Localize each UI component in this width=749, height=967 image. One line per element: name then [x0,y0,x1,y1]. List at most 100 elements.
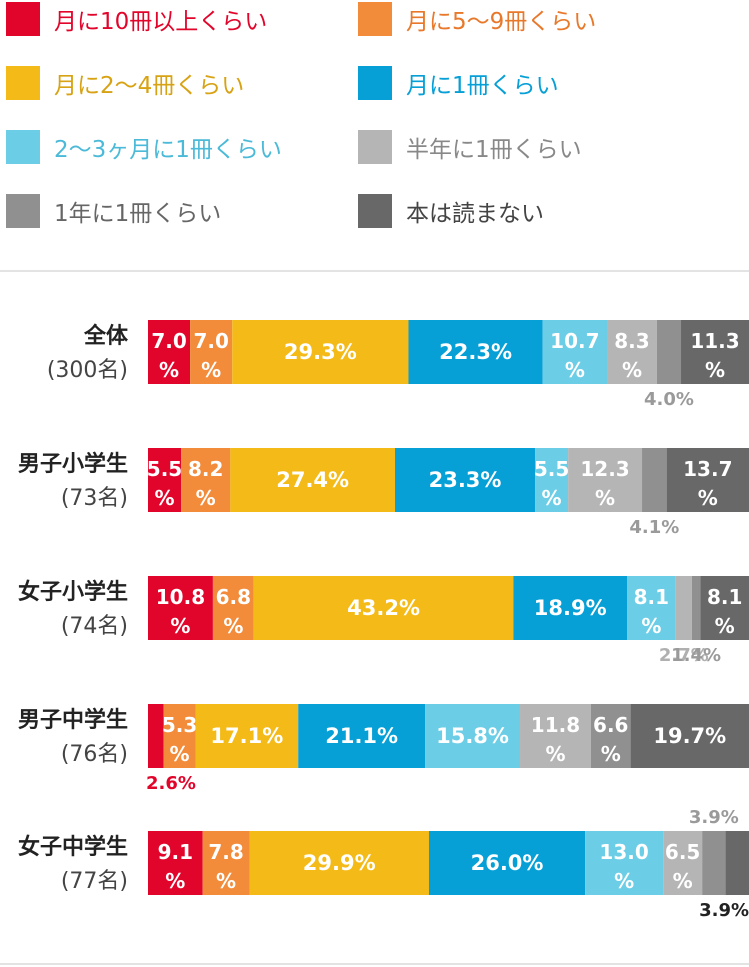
data-label-value: 12.3 [580,457,629,481]
data-label-unit: % [673,869,693,893]
data-label-callout: 2.6% [146,773,196,794]
data-label-unit: % [641,614,661,638]
bar-segment [700,576,749,640]
data-label-callout: 1.4% [671,645,721,666]
data-label-value: 7.0 [193,329,228,353]
legend-item-7: 1年に1冊くらい [6,194,221,228]
data-label-value: 5.5 [147,457,182,481]
data-label-unit: % [715,614,735,638]
data-label: 19.7% [653,724,726,748]
data-label-value: 9.1 [158,840,193,864]
bar-segment [607,320,657,384]
row-label: 女子中学生 [18,834,128,860]
bar-segment [395,448,536,512]
bar-segment [590,704,631,768]
data-label-value: 11.3 [690,329,739,353]
row-count: (76名) [61,742,128,767]
data-label-value: 6.6 [593,713,628,737]
data-label-unit: % [698,486,718,510]
bar-segment [702,831,726,895]
bar-segment [202,831,250,895]
data-label-unit: % [216,869,236,893]
legend-item-2: 月に5〜9冊くらい [358,2,596,36]
legend-label: 月に5〜9冊くらい [406,9,597,35]
bar-segment [232,320,409,384]
row-label: 女子小学生 [18,579,128,605]
legend-item-5: 2〜3ヶ月に1冊くらい [6,130,282,164]
bar-segment [230,448,396,512]
data-label-unit: % [622,358,642,382]
data-label-value: 13.0 [599,840,648,864]
bar-segment [626,576,676,640]
data-label-unit: % [542,486,562,510]
data-label-callout: 4.1% [629,517,679,538]
data-label: 29.3% [284,340,357,364]
data-label-unit: % [165,869,185,893]
legend-label: 半年に1冊くらい [406,137,582,163]
row-count: (77名) [61,869,128,894]
bar-segment [148,448,182,512]
bar-segment [425,704,521,768]
data-label: 23.3% [429,468,502,492]
bar-segment [195,704,299,768]
data-label-value: 13.7 [683,457,732,481]
legend-item-3: 月に2〜4冊くらい [6,66,244,100]
bar-segment [181,448,231,512]
legend-label: 2〜3ヶ月に1冊くらい [54,137,282,163]
data-label-value: 10.7 [550,329,599,353]
data-label-unit: % [159,358,179,382]
legend-swatch [358,66,392,100]
data-label-value: 8.3 [614,329,649,353]
bar-segment [542,320,608,384]
data-label-value: 5.3 [162,713,197,737]
bar-segment [681,320,749,384]
bar-segment [428,831,586,895]
data-label-unit: % [155,486,175,510]
data-label-unit: % [170,742,190,766]
bar-segment [513,576,627,640]
bar-segment [148,320,191,384]
bar-segment [148,831,203,895]
data-label: 21.1% [325,724,398,748]
data-label-unit: % [170,614,190,638]
legend-swatch [358,130,392,164]
data-label-unit: % [565,358,585,382]
legend-item-8: 本は読まない [358,194,544,228]
legend-item-1: 月に10冊以上くらい [6,2,267,36]
bar-segment [585,831,664,895]
legend-label: 1年に1冊くらい [54,201,222,227]
row-label: 男子中学生 [18,707,128,733]
bar-segment [520,704,591,768]
bar-segment [666,448,749,512]
data-label: 15.8% [436,724,509,748]
data-label: 18.9% [534,596,607,620]
bar-segment [568,448,643,512]
bar-segment [691,576,701,640]
legend-swatch [358,194,392,228]
bar-segment [148,704,164,768]
legend-label: 月に10冊以上くらい [54,9,268,35]
data-label-unit: % [223,614,243,638]
bar-segment [163,704,196,768]
row-count: (74名) [61,614,128,639]
data-label: 26.0% [471,851,544,875]
data-label-unit: % [614,869,634,893]
data-label-unit: % [196,486,216,510]
data-label-value: 7.0 [151,329,186,353]
data-label-unit: % [201,358,221,382]
data-label-unit: % [705,358,725,382]
data-label-value: 6.5 [665,840,700,864]
data-label-value: 8.1 [634,585,669,609]
bar-segment [249,831,429,895]
bar-segment [148,576,213,640]
legend-label: 本は読まない [406,201,544,227]
legend-swatch [6,66,40,100]
data-label-callout: 2.7% [659,645,709,666]
data-label: 29.9% [303,851,376,875]
legend-divider [0,270,749,272]
bar-segment [535,448,569,512]
legend-item-6: 半年に1冊くらい [358,130,582,164]
bar-segment [298,704,426,768]
legend: 月に10冊以上くらい 月に5〜9冊くらい 月に2〜4冊くらい 月に1冊くらい 2〜3ヶ月… [0,0,749,240]
